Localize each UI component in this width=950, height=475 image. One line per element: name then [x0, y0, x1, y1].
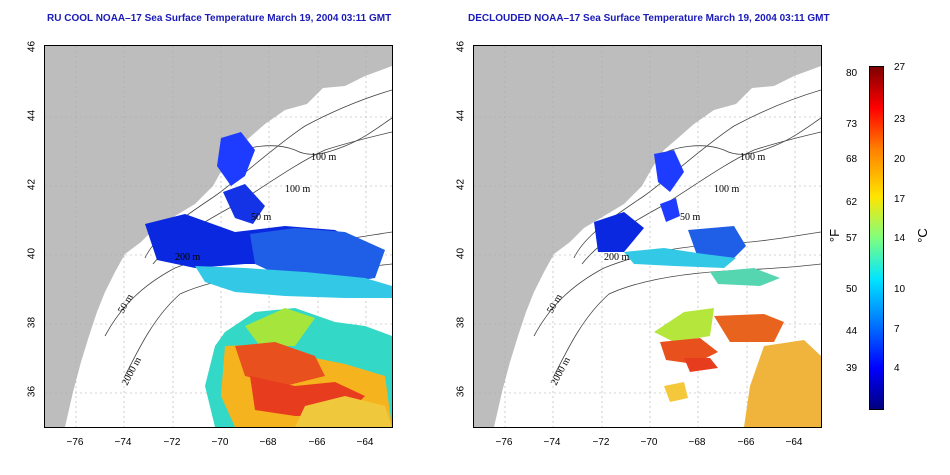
contour-label: 50 m	[680, 212, 701, 223]
lon-tick: −70	[640, 437, 658, 448]
lon-tick: −74	[543, 437, 561, 448]
lon-tick: −76	[495, 437, 513, 448]
fahrenheit-unit-label: °F	[827, 228, 843, 243]
fahrenheit-tick: 62	[846, 197, 858, 208]
temperature-colorbar	[869, 66, 884, 410]
lon-tick: −76	[66, 437, 84, 448]
contour-label: 100 m	[285, 184, 311, 195]
lon-tick: −68	[688, 437, 706, 448]
right-sst-map[interactable]: 100 m 100 m 50 m 200 m 50 m 2000 m	[473, 45, 822, 428]
lat-tick: 46	[455, 40, 467, 53]
contour-label: 100 m	[740, 152, 766, 163]
celsius-tick: 23	[894, 114, 906, 125]
celsius-tick: 14	[894, 233, 906, 244]
celsius-tick: 17	[894, 194, 906, 205]
contour-label: 100 m	[311, 152, 337, 163]
contour-label: 50 m	[116, 292, 136, 315]
fahrenheit-tick: 73	[846, 119, 858, 130]
lat-tick: 38	[26, 316, 38, 329]
left-sst-map[interactable]: 100 m 100 m 50 m 200 m 50 m 2000 m	[44, 45, 393, 428]
fahrenheit-tick: 39	[846, 363, 858, 374]
left-panel-title: RU COOL NOAA–17 Sea Surface Temperature …	[47, 13, 392, 24]
contour-label: 100 m	[714, 184, 740, 195]
fahrenheit-tick: 57	[846, 233, 858, 244]
fahrenheit-tick: 80	[846, 68, 858, 79]
contour-label: 200 m	[604, 252, 630, 263]
sst-field	[145, 132, 392, 427]
lon-tick: −72	[592, 437, 610, 448]
fahrenheit-tick: 68	[846, 154, 858, 165]
right-panel-title: DECLOUDED NOAA–17 Sea Surface Temperatur…	[468, 13, 830, 24]
lon-tick: −64	[785, 437, 803, 448]
lat-tick: 42	[26, 178, 38, 191]
lat-tick: 42	[455, 178, 467, 191]
lat-tick: 38	[455, 316, 467, 329]
lat-tick: 44	[455, 109, 467, 122]
contour-label: 50 m	[545, 292, 565, 315]
celsius-tick: 7	[894, 324, 900, 335]
celsius-tick: 27	[894, 62, 906, 73]
celsius-tick: 4	[894, 363, 900, 374]
celsius-tick: 10	[894, 284, 906, 295]
lon-tick: −70	[211, 437, 229, 448]
lat-tick: 40	[26, 247, 38, 260]
sst-field	[594, 150, 821, 427]
fahrenheit-tick: 44	[846, 326, 858, 337]
lon-tick: −68	[259, 437, 277, 448]
lat-tick: 36	[455, 385, 467, 398]
contour-label: 50 m	[251, 212, 272, 223]
celsius-tick: 20	[894, 154, 906, 165]
lon-tick: −66	[737, 437, 755, 448]
fahrenheit-tick: 50	[846, 284, 858, 295]
contour-label: 2000 m	[549, 355, 573, 387]
lat-tick: 40	[455, 247, 467, 260]
lon-tick: −64	[356, 437, 374, 448]
lat-tick: 44	[26, 109, 38, 122]
land-area	[45, 46, 392, 427]
lat-tick: 46	[26, 40, 38, 53]
contour-label: 200 m	[175, 252, 201, 263]
land-area	[474, 46, 821, 427]
lon-tick: −74	[114, 437, 132, 448]
lon-tick: −72	[163, 437, 181, 448]
lon-tick: −66	[308, 437, 326, 448]
lat-tick: 36	[26, 385, 38, 398]
celsius-unit-label: °C	[914, 228, 930, 243]
contour-label: 2000 m	[120, 355, 144, 387]
